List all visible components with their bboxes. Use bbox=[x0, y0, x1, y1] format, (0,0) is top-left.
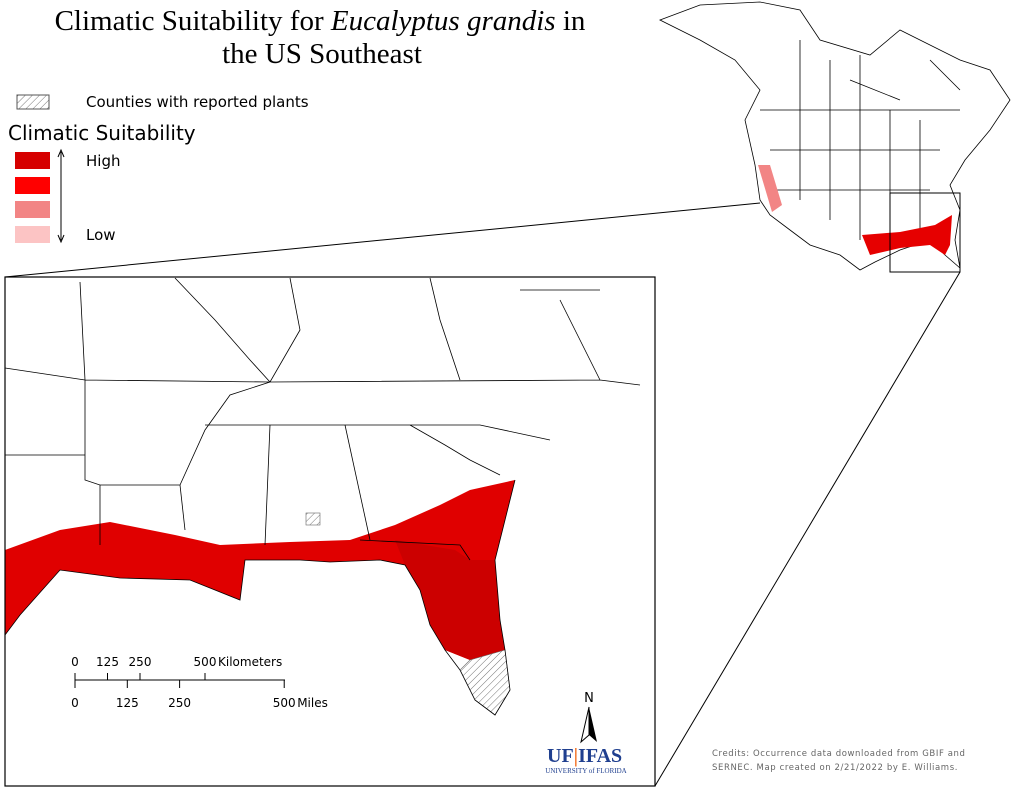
mile-tick-label: 125 bbox=[116, 696, 139, 710]
callout-line bbox=[654, 271, 961, 787]
swatch-1 bbox=[15, 152, 50, 169]
reported-county bbox=[305, 512, 321, 526]
hatch-label: Counties with reported plants bbox=[86, 93, 309, 111]
credits-2: SERNEC. Map created on 2/21/2022 by E. W… bbox=[712, 763, 958, 773]
logo: UF|IFAS bbox=[547, 745, 622, 767]
reported-counties bbox=[459, 649, 511, 716]
legend-arrow-heads bbox=[57, 148, 65, 244]
inset-map bbox=[5, 277, 641, 716]
km-tick-label: 125 bbox=[96, 655, 119, 669]
km-unit: Kilometers bbox=[218, 655, 282, 669]
overview-southeast bbox=[862, 215, 952, 255]
swatch-4 bbox=[15, 226, 50, 243]
mile-tick-label: 250 bbox=[168, 696, 191, 710]
title-suffix: in bbox=[556, 5, 586, 37]
legend-heading: Climatic Suitability bbox=[8, 121, 196, 145]
swatch-2 bbox=[15, 177, 50, 194]
title-line2: the US Southeast bbox=[222, 38, 422, 70]
legend-low: Low bbox=[86, 226, 116, 244]
title-species: Eucalyptus grandis bbox=[330, 5, 556, 37]
north-arrow bbox=[589, 707, 597, 742]
suitability-florida bbox=[395, 540, 505, 660]
km-tick-label: 500 bbox=[194, 655, 217, 669]
callout-line bbox=[4, 202, 761, 278]
swatch-3 bbox=[15, 201, 50, 218]
legend-high: High bbox=[86, 152, 120, 170]
north-arrow bbox=[580, 706, 590, 744]
title-prefix: Climatic Suitability for bbox=[55, 5, 331, 37]
mile-tick-label: 500 bbox=[273, 696, 296, 710]
logo-right: IFAS bbox=[578, 745, 622, 767]
overview-west bbox=[758, 165, 782, 212]
km-tick-label: 0 bbox=[71, 655, 79, 669]
hatch-swatch bbox=[16, 94, 50, 110]
inset-frame bbox=[4, 276, 656, 787]
north-label: N bbox=[584, 691, 594, 706]
logo-subtitle: UNIVERSITY of FLORIDA bbox=[545, 767, 626, 775]
title: Climatic Suitability for Eucalyptus gran… bbox=[55, 5, 586, 37]
overview-map bbox=[659, 1, 1011, 273]
mile-tick-label: 0 bbox=[71, 696, 79, 710]
credits-1: Credits: Occurrence data downloaded from… bbox=[712, 749, 966, 759]
logo-left: UF bbox=[547, 745, 574, 767]
overview-frame bbox=[889, 192, 961, 273]
km-tick-label: 250 bbox=[129, 655, 152, 669]
mile-unit: Miles bbox=[297, 696, 328, 710]
